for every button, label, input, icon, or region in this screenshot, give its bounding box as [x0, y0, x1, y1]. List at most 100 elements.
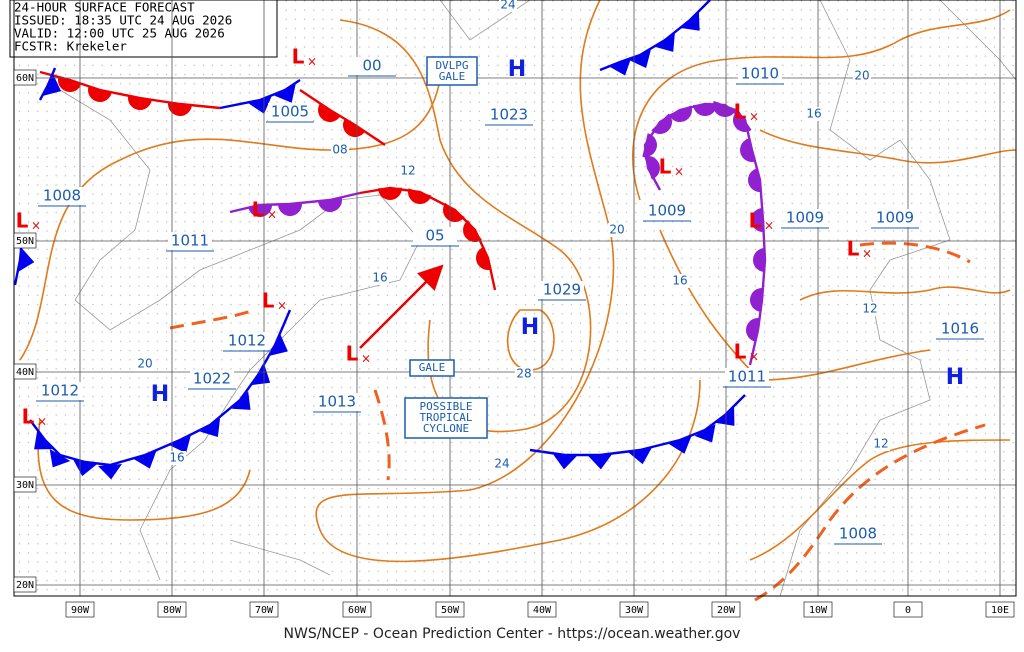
pressure-label-bg [40, 187, 84, 205]
lat-label: 60N [16, 73, 34, 84]
low-center: L [292, 45, 305, 69]
isobar-label: 16 [372, 271, 387, 285]
isobar-label-bg [805, 107, 823, 121]
isobar-label: 24 [494, 457, 509, 471]
pressure-label-bg [938, 320, 982, 338]
pressure-label-bg [350, 57, 394, 75]
pressure-label: 1011 [728, 368, 766, 386]
isobar-label-bg [168, 451, 186, 465]
lon-label-box [893, 601, 923, 618]
low-center-x: × [277, 299, 287, 313]
low-center: L [734, 340, 747, 364]
isobar-label-bg [331, 143, 349, 157]
isobar-label-bg [608, 223, 626, 237]
lat-label-box [13, 576, 37, 593]
pressure-label: 1011 [171, 232, 209, 250]
storm-track [359, 264, 444, 349]
map-border [13, 0, 1017, 597]
fronts [13, 0, 767, 480]
annotation-box [426, 56, 478, 86]
isobar-label: 12 [873, 437, 888, 451]
low-center-x: × [31, 219, 41, 233]
low-center: L [346, 342, 359, 366]
lat-label-box [13, 476, 37, 493]
lon-label-box [619, 601, 649, 618]
isobar-label: 16 [672, 274, 687, 288]
lon-label: 40W [533, 605, 552, 616]
isobar-label: 24 [500, 0, 515, 12]
lon-label-box [985, 601, 1015, 618]
header-line: 24-HOUR SURFACE FORECAST [14, 0, 195, 15]
pressure-label-bg [38, 382, 82, 400]
lat-label-box [13, 363, 37, 380]
pressure-label-bg [190, 370, 234, 388]
lon-label: 20W [717, 605, 736, 616]
isobar-label: 16 [806, 107, 821, 121]
low-center: L [749, 209, 762, 233]
lon-label-box [157, 601, 187, 618]
low-center-x: × [267, 208, 277, 222]
lon-label-box [527, 601, 557, 618]
low-center-x: × [37, 415, 47, 429]
low-center: L [262, 289, 275, 313]
isobar-label-bg [853, 69, 871, 83]
lat-label: 40N [16, 367, 34, 378]
isobar-label-bg [499, 0, 517, 12]
lon-label: 80W [163, 605, 182, 616]
low-center: L [252, 198, 265, 222]
pressure-label-bg [315, 393, 359, 411]
pressure-label: 1008 [43, 187, 81, 205]
isobar-label-bg [861, 302, 879, 316]
isobar-label: 16 [169, 451, 184, 465]
lon-label: 10W [809, 605, 828, 616]
pressure-label: 1008 [839, 525, 877, 543]
pressure-label-bg [413, 227, 457, 245]
footer: NWS/NCEP - Ocean Prediction Center - htt… [284, 626, 741, 642]
isobar-label-bg [671, 274, 689, 288]
pressure-label: 1013 [318, 393, 356, 411]
pressure-label-bg [783, 209, 827, 227]
low-center-x: × [674, 165, 684, 179]
isobar-label: 20 [854, 69, 869, 83]
isobar-label: 08 [332, 143, 347, 157]
isobar-label-bg [371, 271, 389, 285]
pressure-label-bg [225, 332, 269, 350]
pressure-label: 05 [425, 227, 444, 245]
pressure-label: 1009 [648, 202, 686, 220]
high-center: H [508, 57, 526, 82]
lon-label-box [342, 601, 372, 618]
lat-label-box [13, 232, 37, 249]
low-center-x: × [361, 352, 371, 366]
low-center-x: × [749, 350, 759, 364]
lat-label: 30N [16, 480, 34, 491]
pressure-label: 1009 [786, 209, 824, 227]
pressure-label-bg [487, 106, 531, 124]
pressure-label-bg [738, 65, 782, 83]
lon-label: 10E [991, 605, 1009, 616]
low-center-x: × [764, 219, 774, 233]
pressure-label-bg [645, 202, 689, 220]
low-center: L [734, 100, 747, 124]
pressure-label: 1012 [228, 332, 266, 350]
high-center: H [151, 382, 169, 407]
footer-band [0, 618, 1024, 652]
low-center-x: × [749, 110, 759, 124]
high-center: H [521, 315, 539, 340]
lon-label: 90W [71, 605, 90, 616]
lat-label: 50N [16, 236, 34, 247]
header-line: ISSUED: 18:35 UTC 24 AUG 2026 [14, 13, 232, 28]
pressure-label-bg [168, 232, 212, 250]
pressure-label: 1029 [543, 281, 581, 299]
low-center-x: × [307, 55, 317, 69]
lon-label-box [249, 601, 279, 618]
annotation-box [409, 359, 455, 377]
lon-label: 60W [348, 605, 367, 616]
annotation-box [404, 397, 488, 439]
header-box [9, 0, 278, 58]
isobar-label-bg [136, 357, 154, 371]
pressure-label: 00 [362, 57, 381, 75]
pressure-label-bg [836, 525, 880, 543]
lon-label-box [711, 601, 741, 618]
pressure-label-bg [725, 368, 769, 386]
header-line: FCSTR: Krekeler [14, 39, 127, 54]
